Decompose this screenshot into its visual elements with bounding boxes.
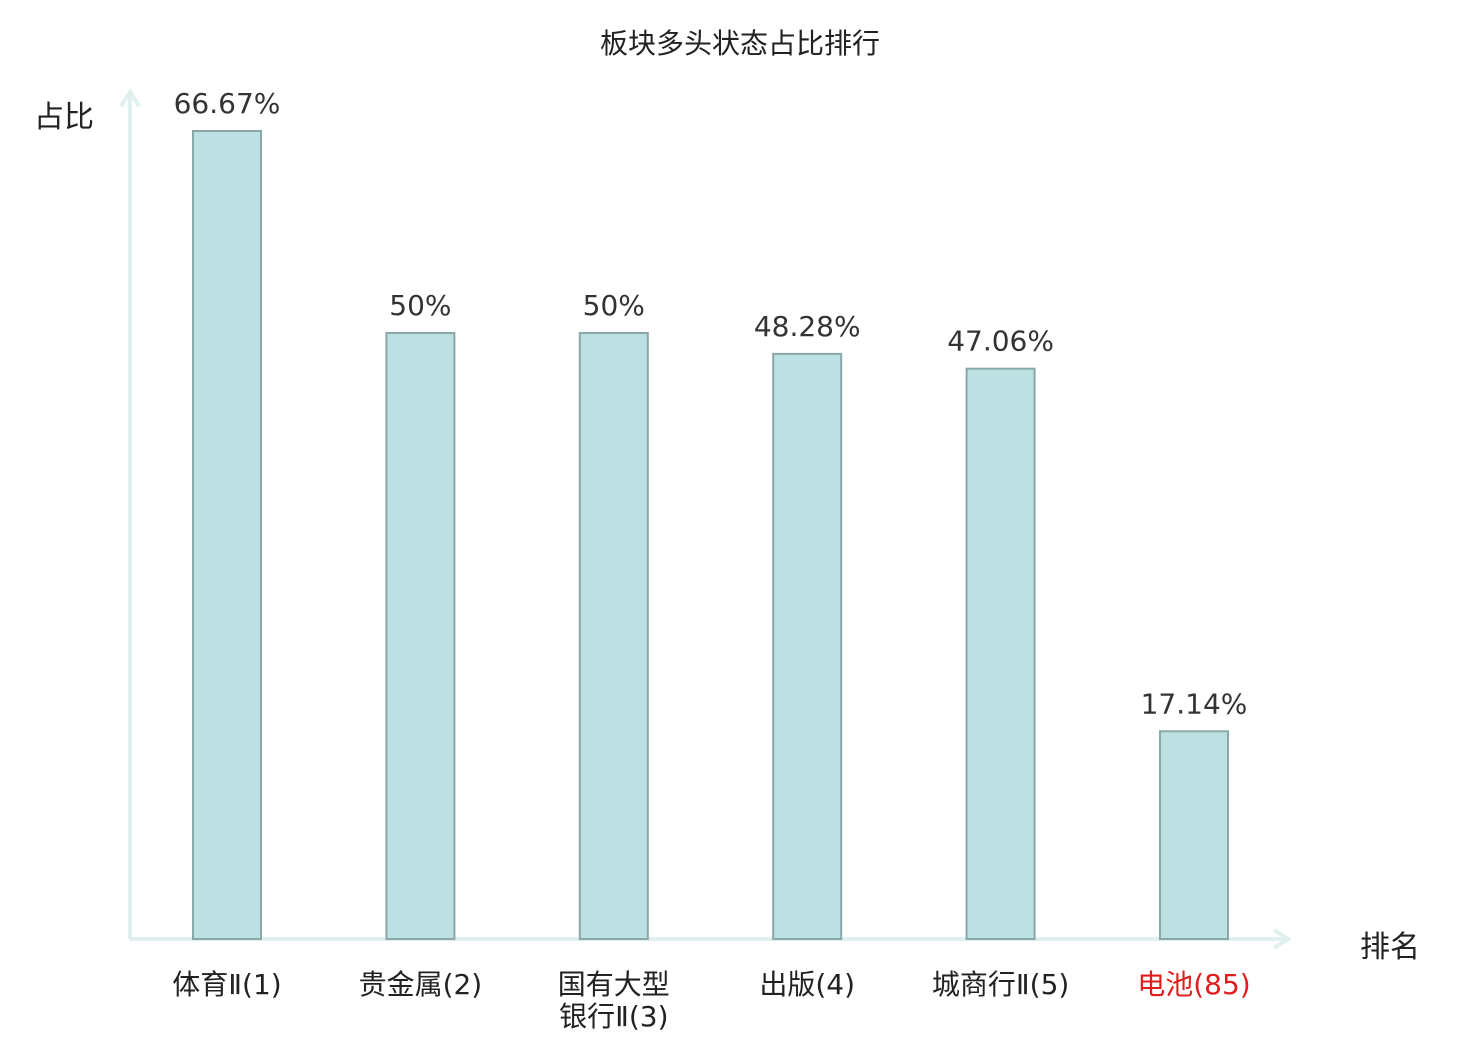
x-axis-label: 排名	[1360, 930, 1420, 965]
x-tick-label: 国有大型银行Ⅱ(3)	[558, 968, 670, 1033]
data-label: 50%	[389, 289, 451, 322]
bar	[1159, 730, 1229, 940]
bar	[192, 130, 262, 940]
bar	[965, 367, 1036, 940]
bar	[772, 352, 843, 940]
x-tick-label: 电池(85)	[1137, 968, 1250, 1001]
data-label: 66.67%	[174, 87, 281, 120]
axes	[119, 88, 1292, 950]
bar	[385, 332, 456, 941]
data-label: 17.14%	[1141, 687, 1248, 720]
x-tick-label: 贵金属(2)	[359, 968, 483, 1001]
x-tick-label: 体育Ⅱ(1)	[172, 968, 281, 1001]
data-label: 48.28%	[754, 310, 861, 343]
y-axis-label: 占比	[34, 100, 94, 135]
x-tick-label: 城商行Ⅱ(5)	[932, 968, 1069, 1001]
bar	[578, 332, 649, 941]
labels: 66.67% 体育Ⅱ(1) 50% 贵金属(2) 50% 国有大型银行Ⅱ(3) 48.28%…	[172, 87, 1250, 1033]
y-axis-arrow	[119, 88, 141, 108]
chart-title: 板块多头状态占比排行	[599, 27, 880, 60]
x-axis-arrow	[1272, 928, 1292, 950]
bars	[192, 130, 1229, 941]
x-tick-label: 出版(4)	[759, 968, 855, 1001]
data-label: 50%	[583, 289, 645, 322]
data-label: 47.06%	[947, 325, 1054, 358]
